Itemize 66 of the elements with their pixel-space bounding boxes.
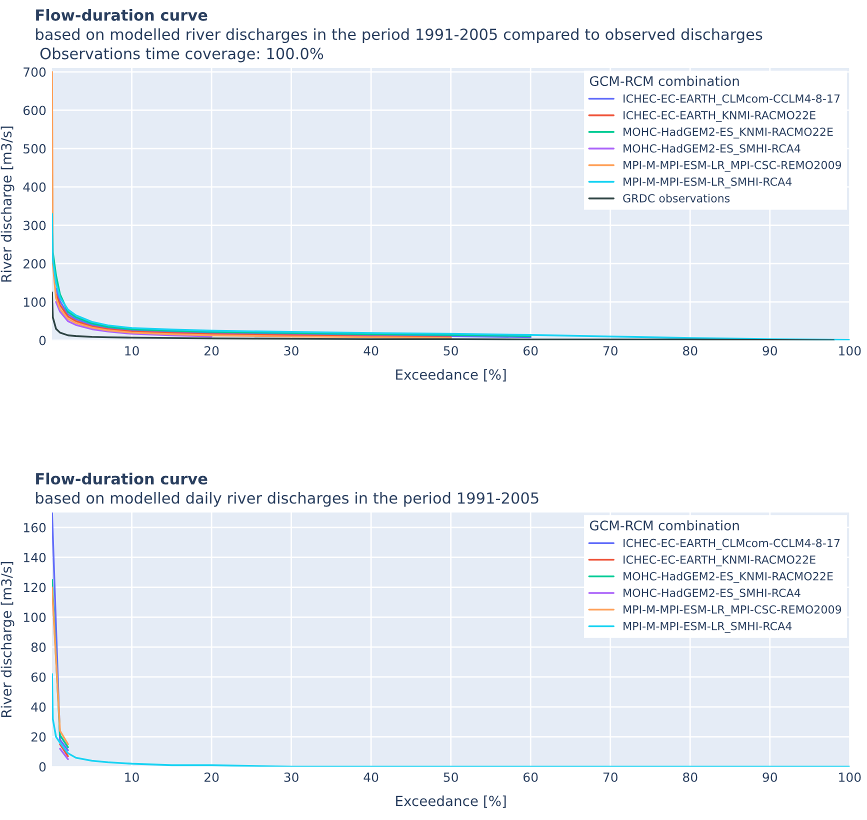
text: Observations time coverage: 100.0% <box>40 48 324 62</box>
legend-title: GCM-RCM combination <box>590 76 739 86</box>
y-axis-title: River discharge [m3/s] <box>0 562 14 718</box>
x-tick-label: 20 <box>204 772 219 782</box>
x-axis-title: Exceedance [%] <box>396 795 506 808</box>
chart-title: Flow-duration curve <box>36 472 208 485</box>
line-series <box>55 288 532 338</box>
chart-subtitle: based on modelled river discharges in the period 1991-2005 compared to observed discharges <box>36 28 762 44</box>
x-tick-label: 60 <box>524 346 538 356</box>
x-axis-title: Exceedance [%] <box>396 369 506 382</box>
y-tick-label: 160 <box>24 522 46 532</box>
y-tick-label: 100 <box>24 297 46 307</box>
x-tick-label: 100 <box>839 772 861 782</box>
x-tick-label: 90 <box>762 346 778 356</box>
x-tick-label: 20 <box>204 346 219 356</box>
y-tick-label: 80 <box>31 642 46 652</box>
y-tick-label: 200 <box>24 259 46 269</box>
y-tick-label: 40 <box>31 702 46 712</box>
x-tick-label: 40 <box>364 346 378 356</box>
y-axis-title: River discharge [m3/s] <box>0 126 14 282</box>
y-tick-label: 100 <box>24 612 46 622</box>
legend-label: ICHEC-EC-EARTH_KNMI-RACMO22E <box>624 110 816 122</box>
y-tick-label: 0 <box>39 762 46 772</box>
x-tick-label: 100 <box>839 346 861 356</box>
legend-label: MPI-M-MPI-ESM-LR_SMHI-RCA4 <box>624 622 792 633</box>
y-tick-label: 0 <box>39 336 46 346</box>
line-series <box>52 291 835 340</box>
y-tick-label: 20 <box>31 732 46 742</box>
chart-title: Flow-duration curve <box>36 8 208 21</box>
x-tick-label: 80 <box>683 772 698 782</box>
x-tick-label: 70 <box>603 772 618 782</box>
x-tick-label: 50 <box>444 772 458 782</box>
legend-label: ICHEC-EC-EARTH_KNMI-RACMO22E <box>624 555 816 566</box>
x-tick-label: 10 <box>125 346 139 356</box>
y-tick-label: 140 <box>24 552 46 562</box>
legend-label: GRDC observations <box>623 194 730 202</box>
line-series <box>52 70 452 339</box>
legend-label: MPI-M-MPI-ESM-LR_MPI-CSC-REMO2009 <box>624 605 842 616</box>
legend-label: MPI-M-MPI-ESM-LR_SMHI-RCA4 <box>624 177 792 188</box>
y-tick-label: 120 <box>24 582 46 592</box>
x-tick-label: 90 <box>762 772 778 782</box>
legend-label: ICHEC-EC-EARTH_CLMcom-CCLM4-8-17 <box>624 94 840 106</box>
x-tick-label: 70 <box>603 346 618 356</box>
y-tick-label: 700 <box>24 67 46 77</box>
legend-label: ICHEC-EC-EARTH_CLMcom-CCLM4-8-17 <box>624 538 840 550</box>
y-tick-label: 600 <box>23 106 46 116</box>
x-tick-label: 40 <box>364 772 378 782</box>
x-tick-label: 30 <box>284 346 298 356</box>
x-tick-label: 80 <box>683 346 698 356</box>
x-tick-label: 60 <box>524 772 538 782</box>
x-tick-label: 30 <box>284 772 298 782</box>
x-tick-label: 50 <box>444 346 458 356</box>
legend-title: GCM-RCM combination <box>590 520 739 530</box>
line-series <box>55 293 452 338</box>
line-series <box>55 301 212 338</box>
y-tick-label: 300 <box>24 220 46 230</box>
legend-label: MOHC-HadGEM2-ES_KNMI-RACMO22E <box>624 572 833 583</box>
x-tick-label: 10 <box>125 772 139 782</box>
legend-label: MOHC-HadGEM2-ES_SMHI-RCA4 <box>624 144 800 156</box>
legend-label: MOHC-HadGEM2-ES_KNMI-RACMO22E <box>624 127 833 138</box>
legend-label: MPI-M-MPI-ESM-LR_MPI-CSC-REMO2009 <box>624 160 842 172</box>
chart-subtitle: based on modelled daily river discharges in the period 1991-2005 <box>36 492 538 507</box>
legend-label: MOHC-HadGEM2-ES_SMHI-RCA4 <box>624 588 800 600</box>
y-tick-label: 500 <box>24 144 46 154</box>
y-tick-label: 60 <box>31 672 46 682</box>
y-tick-label: 400 <box>23 182 46 192</box>
